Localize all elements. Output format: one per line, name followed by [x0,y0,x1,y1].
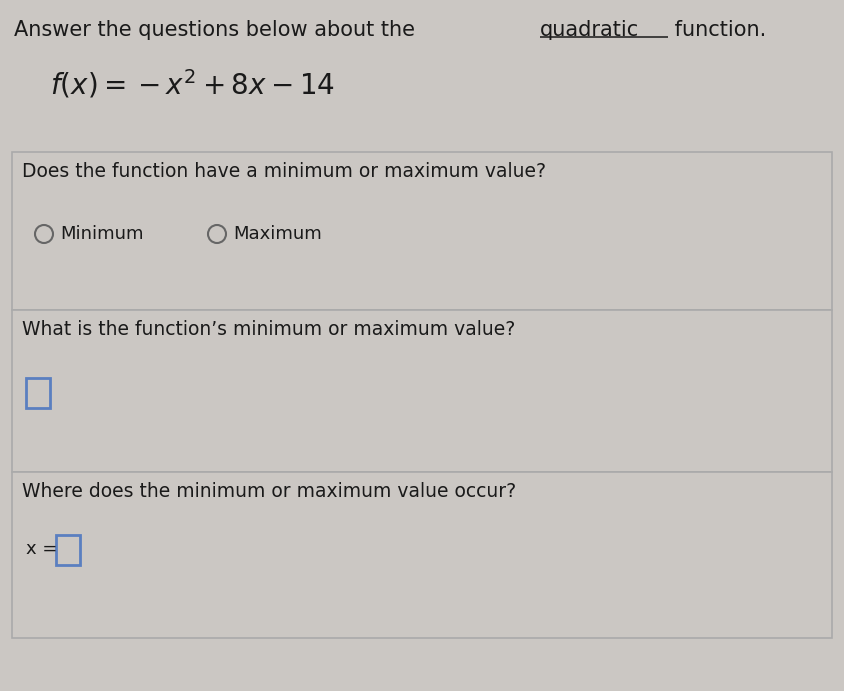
Text: Answer the questions below about the: Answer the questions below about the [14,20,422,40]
FancyBboxPatch shape [12,152,832,310]
Text: quadratic: quadratic [540,20,639,40]
Text: x =: x = [26,540,63,558]
Text: What is the function’s minimum or maximum value?: What is the function’s minimum or maximu… [22,320,515,339]
Text: Minimum: Minimum [60,225,143,243]
Text: function.: function. [668,20,766,40]
FancyBboxPatch shape [26,378,50,408]
Text: $f(x)=-x^{2}+8x-14$: $f(x)=-x^{2}+8x-14$ [50,68,335,101]
FancyBboxPatch shape [12,472,832,638]
FancyBboxPatch shape [56,535,80,565]
Text: Where does the minimum or maximum value occur?: Where does the minimum or maximum value … [22,482,517,501]
Text: Maximum: Maximum [233,225,322,243]
Text: Does the function have a minimum or maximum value?: Does the function have a minimum or maxi… [22,162,546,181]
FancyBboxPatch shape [12,310,832,472]
